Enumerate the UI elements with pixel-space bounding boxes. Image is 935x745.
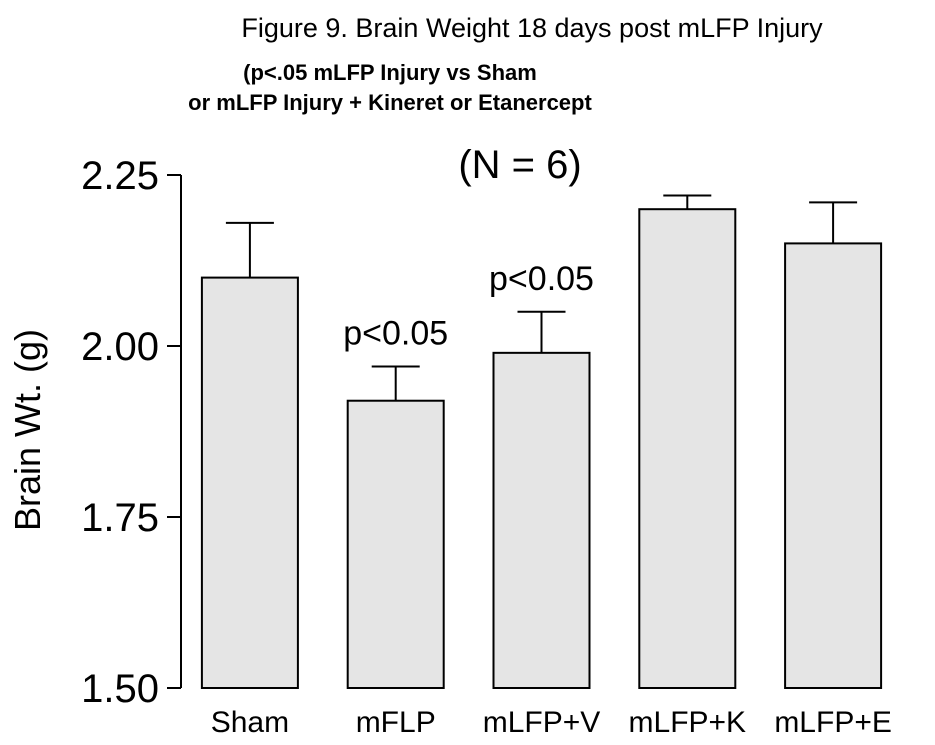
y-axis-label: Brain Wt. (g) [7, 329, 48, 531]
bar [638, 208, 737, 689]
bar [784, 242, 883, 689]
bar [346, 399, 445, 689]
chart-title: Figure 9. Brain Weight 18 days post mLFP… [241, 13, 823, 43]
y-tick-label: 2.25 [81, 154, 159, 198]
x-category-label: mFLP [356, 706, 436, 739]
y-tick-label: 2.00 [81, 325, 159, 369]
plot-area: 1.50 1.75 2.00 2.25 Sham mFLP p<0.05 mLFP+V p<0.… [81, 154, 892, 739]
x-category-label: Sham [211, 706, 289, 739]
significance-label: p<0.05 [489, 260, 594, 298]
bar [200, 276, 299, 689]
x-category-label: mLFP+K [629, 706, 747, 739]
significance-label: p<0.05 [343, 315, 448, 353]
sample-size-annotation: (N = 6) [458, 143, 581, 187]
y-tick-label: 1.50 [81, 667, 159, 711]
chart-subtitle-line1: (p<.05 mLFP Injury vs Sham [243, 60, 537, 85]
bar [492, 351, 591, 689]
x-category-label: mLFP+E [774, 706, 892, 739]
y-tick-label: 1.75 [81, 496, 159, 540]
chart-subtitle-line2: or mLFP Injury + Kineret or Etanercept [188, 90, 592, 115]
x-category-label: mLFP+V [483, 706, 601, 739]
